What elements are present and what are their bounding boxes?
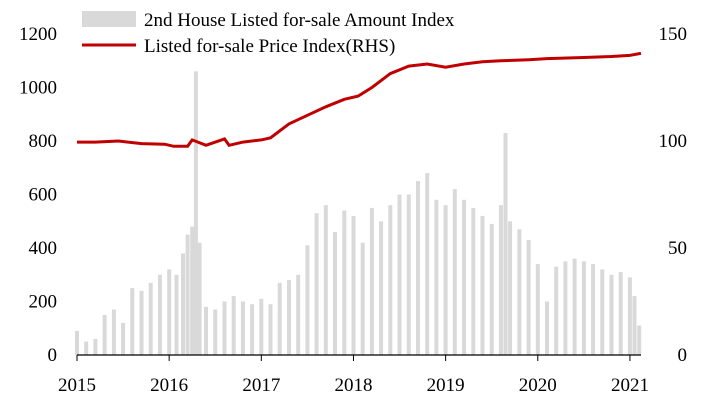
bar (93, 338, 98, 355)
bar (75, 330, 79, 355)
bar (572, 258, 577, 355)
bar (287, 280, 291, 355)
bar (204, 306, 208, 355)
bar (333, 231, 337, 355)
bar (627, 277, 632, 355)
y2-tick-label: 50 (668, 238, 687, 259)
x-tick-label: 2019 (427, 375, 465, 396)
bar (157, 274, 162, 356)
bar (535, 264, 540, 355)
bar (148, 282, 153, 355)
bar (388, 205, 393, 355)
bar (250, 304, 255, 355)
bar (185, 234, 190, 355)
y-ticks: 0 200 400 600 800 1000 1200 (19, 24, 57, 366)
y-tick-label: 400 (29, 238, 58, 259)
bar (443, 205, 448, 355)
bar (181, 253, 185, 355)
y2-tick-label: 150 (659, 24, 688, 45)
bar (222, 301, 227, 355)
bar (632, 296, 637, 355)
bar (231, 296, 236, 355)
bar (314, 213, 319, 355)
bar (563, 261, 568, 355)
y-tick-label: 1000 (19, 78, 57, 99)
bar (498, 205, 503, 355)
bar (618, 272, 623, 355)
bar (193, 71, 198, 356)
line-series-path (77, 51, 642, 148)
legend-label-bars: 2nd House Listed for-sale Amount Index (144, 10, 455, 31)
bar (609, 274, 614, 356)
x-tick-label: 2015 (58, 375, 96, 396)
bar (526, 240, 531, 355)
bar (434, 199, 439, 355)
bar (296, 274, 301, 356)
bar (517, 229, 522, 355)
bar (379, 221, 384, 356)
y-tick-label: 1200 (19, 24, 57, 45)
y2-ticks: 0 50 100 150 (659, 24, 688, 366)
bar (351, 215, 356, 355)
bar (406, 194, 411, 355)
bar (425, 173, 430, 355)
x-tick-label: 2017 (242, 375, 280, 396)
bar (240, 301, 245, 355)
x-tick-label: 2016 (150, 375, 188, 396)
bar (213, 309, 218, 355)
bar (581, 261, 586, 355)
legend-label-line: Listed for-sale Price Index(RHS) (144, 36, 395, 57)
bar (139, 290, 144, 355)
bar (342, 210, 347, 355)
bar (174, 274, 179, 356)
bar (305, 245, 310, 355)
bar (111, 309, 116, 355)
bar (462, 199, 467, 355)
bar (84, 341, 89, 355)
bar (637, 325, 642, 355)
bar (471, 207, 476, 355)
bar (591, 264, 596, 355)
bar (503, 133, 508, 355)
x-tick-label: 2020 (519, 375, 557, 396)
bar (480, 215, 485, 355)
y2-tick-label: 0 (678, 345, 688, 366)
bar (102, 314, 107, 355)
bar (369, 207, 374, 355)
bar (554, 266, 559, 355)
bar (360, 242, 365, 355)
x-tick-label: 2018 (334, 375, 372, 396)
bar (197, 242, 202, 355)
bar (452, 189, 457, 355)
y2-tick-label: 100 (659, 131, 688, 152)
bar (323, 205, 328, 355)
bar (416, 181, 420, 355)
bar (277, 282, 282, 355)
x-ticks: 2015 2016 2017 2018 2019 2020 2021 (58, 355, 649, 396)
y-tick-label: 800 (29, 131, 58, 152)
bar (508, 221, 513, 356)
y-tick-label: 600 (29, 185, 58, 206)
y-tick-label: 200 (29, 292, 58, 313)
bar (259, 298, 264, 355)
bar-series (75, 71, 642, 356)
bar (397, 194, 402, 355)
bar (268, 304, 273, 355)
bar (167, 269, 172, 355)
bar (489, 223, 494, 355)
y-tick-label: 0 (48, 345, 58, 366)
legend-swatch-bars (82, 11, 136, 27)
x-tick-label: 2021 (611, 375, 649, 396)
bar (121, 322, 126, 355)
bar (190, 226, 195, 355)
bar (600, 269, 605, 355)
legend: 2nd House Listed for-sale Amount Index L… (82, 10, 455, 57)
bar (130, 288, 135, 355)
bar (545, 301, 549, 355)
